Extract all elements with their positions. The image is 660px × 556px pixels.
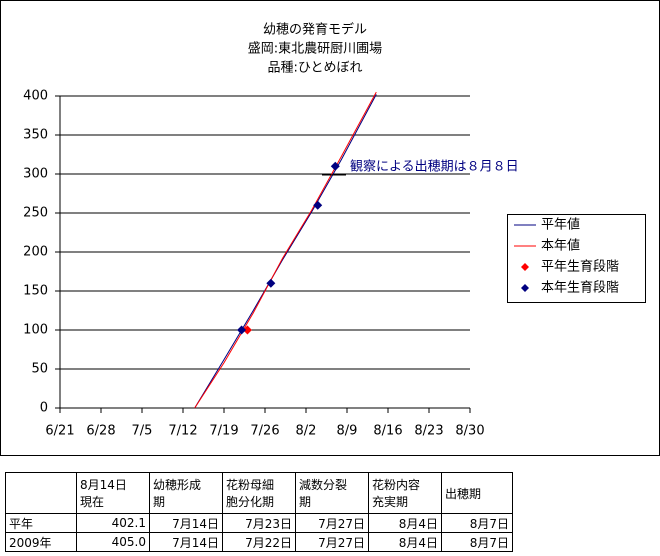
legend-label: 平年生育段階 [541,259,619,275]
table-cell: 幼穂形成 期 [149,472,223,514]
table-cell: 7月23日 [222,513,296,533]
legend-box [507,214,646,303]
y-tick-label: 250 [23,206,48,221]
data-table: 8月14日 現在 幼穂形成 期花粉母細 胞分化期 減数分裂 期花粉内容 充実期 出穂期… [5,472,513,552]
legend-label: 本年生育段階 [541,280,619,296]
table-cell: 8月4日 [368,532,442,552]
table-cell: 8月4日 [368,513,442,533]
series-line [194,94,377,409]
table-row: 2009年 405.0 7月14日 7月22日 7月27日 8月4日 8月7日 [5,532,513,552]
table-cell: 405.0 [76,532,150,552]
stage-marker [313,200,323,210]
legend-marker [521,263,529,271]
y-tick-label: 0 [40,401,48,416]
table-cell: 7月14日 [149,513,223,533]
y-tick-label: 50 [31,362,48,377]
table-cell: 減数分裂 期 [295,472,369,514]
table-cell: 平年 [5,513,77,533]
series-line [194,91,377,409]
x-tick-label: 6/28 [86,424,115,439]
x-tick-label: 7/19 [209,424,238,439]
y-tick-label: 200 [23,245,48,260]
x-tick-label: 7/26 [250,424,279,439]
table-cell: 402.1 [76,513,150,533]
y-tick-label: 100 [23,323,48,338]
legend-label: 本年値 [541,238,580,254]
x-tick-label: 7/12 [168,424,197,439]
table-cell: 7月27日 [295,532,369,552]
y-tick-label: 300 [23,167,48,182]
y-tick-label: 150 [23,284,48,299]
table-cell: 花粉内容 充実期 [368,472,442,514]
table-cell [5,472,77,514]
table-cell: 8月14日 現在 [76,472,150,514]
table-row: 8月14日 現在 幼穂形成 期花粉母細 胞分化期 減数分裂 期花粉内容 充実期 出穂期 [5,472,513,514]
table-cell: 7月27日 [295,513,369,533]
x-tick-label: 8/2 [296,424,317,439]
table-cell: 出穂期 [441,472,513,514]
x-tick-label: 8/30 [455,424,484,439]
legend-label: 平年値 [541,217,580,233]
y-tick-label: 400 [23,89,48,104]
x-tick-label: 8/9 [337,424,358,439]
stage-marker [330,161,340,171]
chart-title: 品種:ひとめぼれ [268,60,363,76]
table-cell: 8月7日 [441,513,513,533]
table-row: 平年 402.1 7月14日 7月23日 7月27日 8月4日 8月7日 [5,513,513,533]
annotation: 観察による出穂期は８月８日 [350,160,519,175]
table-cell: 8月7日 [441,532,513,552]
x-tick-label: 6/21 [45,424,74,439]
stage-marker [242,325,252,335]
table-cell: 2009年 [5,532,77,552]
table-cell: 7月22日 [222,532,296,552]
chart-title: 盛岡:東北農研厨川圃場 [248,41,382,57]
y-tick-label: 350 [23,128,48,143]
x-tick-label: 8/16 [373,424,402,439]
chart-title: 幼穂の発育モデル [263,22,367,38]
table-cell: 花粉母細 胞分化期 [222,472,296,514]
legend-marker [521,284,529,292]
stage-marker [266,278,276,288]
x-tick-label: 8/23 [414,424,443,439]
table-cell: 7月14日 [149,532,223,552]
x-tick-label: 7/5 [132,424,153,439]
stage-marker [237,325,247,335]
